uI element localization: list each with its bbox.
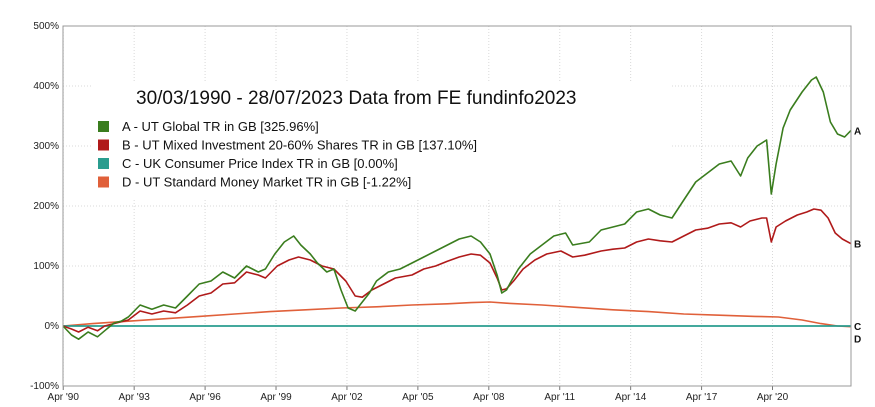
legend-label: B - UT Mixed Investment 20-60% Shares TR… [122, 138, 477, 153]
legend-items: A - UT Global TR in GB [325.96%] B - UT M… [98, 119, 477, 190]
x-tick-label: Apr '05 [402, 392, 434, 403]
end-label-d: D [854, 335, 861, 346]
legend-swatch [98, 158, 109, 169]
x-tick-label: Apr '20 [757, 392, 789, 403]
x-tick-label: Apr '17 [686, 392, 718, 403]
x-axis-tick-labels: Apr '90 Apr '93 Apr '96 Apr '99 Apr '02 Apr '… [48, 392, 789, 403]
x-tick-label: Apr '02 [331, 392, 363, 403]
y-tick-label: 500% [33, 21, 59, 32]
x-tick-label: Apr '08 [473, 392, 505, 403]
y-tick-label: 0% [45, 321, 60, 332]
y-tick-label: 100% [33, 261, 59, 272]
x-tick-label: Apr '14 [615, 392, 647, 403]
y-tick-label: 200% [33, 201, 59, 212]
legend-label: A - UT Global TR in GB [325.96%] [122, 119, 319, 134]
plot-border [62, 25, 852, 387]
y-tick-label: -100% [30, 381, 59, 392]
legend: 30/03/1990 - 28/07/2023 Data from FE fun… [92, 82, 672, 198]
end-label-a: A [854, 126, 861, 137]
chart-title: 30/03/1990 - 28/07/2023 Data from FE fun… [136, 88, 576, 109]
series-line-d [62, 301, 852, 328]
x-tick-label: Apr '99 [260, 392, 292, 403]
x-tick-label: Apr '96 [189, 392, 221, 403]
y-tick-label: 300% [33, 141, 59, 152]
series-layer [62, 76, 852, 340]
y-tick-label: 400% [33, 81, 59, 92]
legend-label: C - UK Consumer Price Index TR in GB [0.… [122, 156, 398, 171]
series-line-a [62, 76, 852, 340]
end-label-b: B [854, 240, 861, 251]
legend-background [92, 82, 672, 198]
x-tick-label: Apr '93 [118, 392, 150, 403]
legend-label: D - UT Standard Money Market TR in GB [-… [122, 175, 411, 190]
legend-swatch [98, 139, 109, 151]
x-tick-label: Apr '90 [48, 392, 80, 403]
series-end-labels: A B CD [854, 126, 861, 345]
legend-swatch [98, 121, 109, 132]
x-tick-label: Apr '11 [544, 392, 575, 403]
legend-swatch [98, 176, 109, 188]
y-axis-tick-labels: -100% 0% 100% 200% 300% 400% 500% [30, 21, 59, 392]
series-line-b [62, 208, 852, 333]
end-label-c: C [854, 322, 861, 333]
